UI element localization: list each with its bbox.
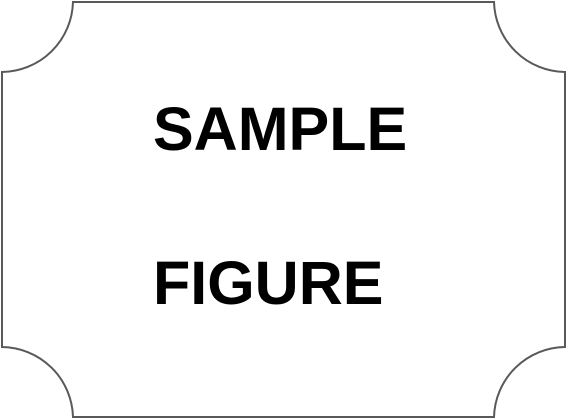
figure-label-line-1: SAMPLE: [153, 95, 408, 163]
figure-label-line-2: FIGURE: [153, 249, 384, 317]
